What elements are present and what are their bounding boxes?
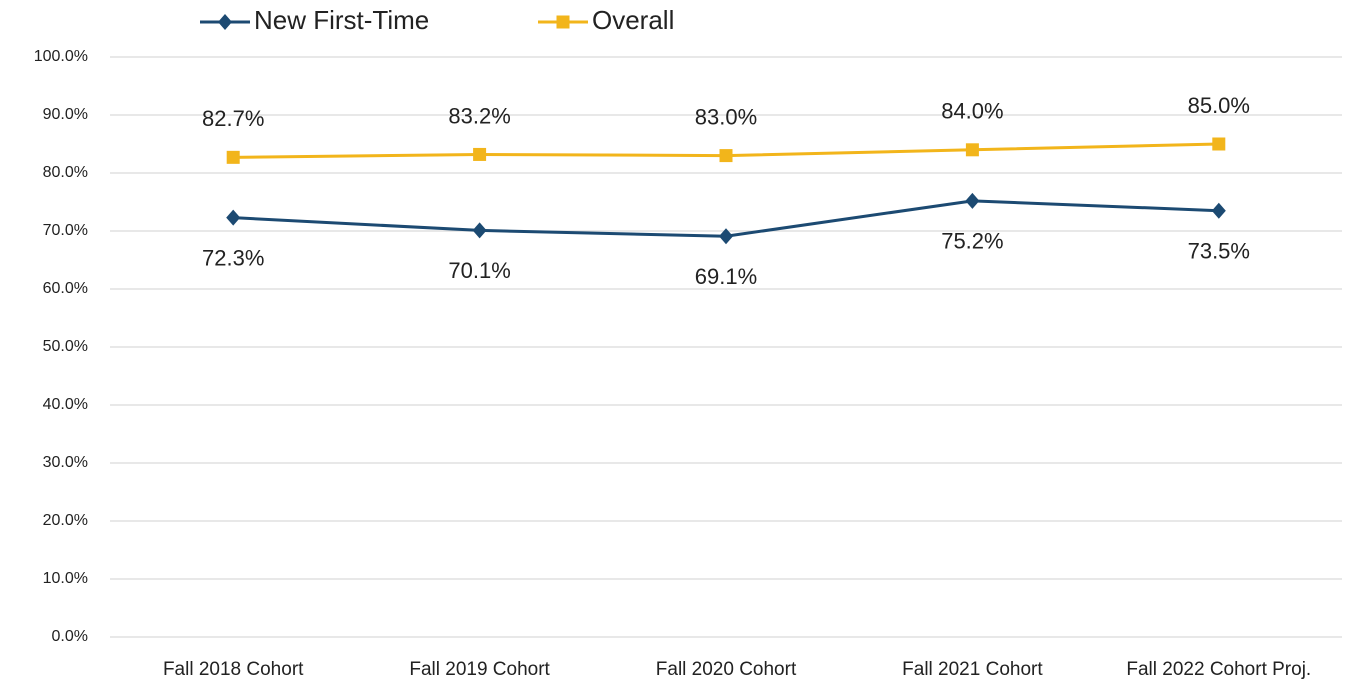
data-label: 84.0%: [941, 99, 1003, 124]
data-label: 83.2%: [448, 103, 510, 128]
data-label: 69.1%: [695, 264, 757, 289]
y-tick-label: 90.0%: [43, 106, 88, 123]
marker: [719, 149, 733, 163]
data-label: 72.3%: [202, 245, 264, 270]
x-tick-label: Fall 2022 Cohort Proj.: [1126, 659, 1311, 680]
y-tick-label: 40.0%: [43, 396, 88, 413]
legend-marker: [218, 14, 232, 30]
marker: [719, 228, 733, 245]
legend-marker: [556, 15, 570, 29]
x-tick-label: Fall 2019 Cohort: [409, 659, 550, 680]
marker: [226, 150, 240, 164]
marker: [965, 192, 980, 209]
y-tick-label: 100.0%: [34, 48, 88, 65]
marker: [965, 143, 979, 157]
y-tick-label: 60.0%: [43, 280, 88, 297]
y-tick-label: 30.0%: [43, 454, 88, 471]
data-label: 70.1%: [448, 258, 510, 283]
y-tick-label: 70.0%: [43, 222, 88, 239]
legend-label: New First-Time: [254, 5, 429, 35]
data-label: 73.5%: [1188, 239, 1250, 264]
y-tick-label: 10.0%: [43, 570, 88, 587]
data-label: 82.7%: [202, 106, 264, 131]
y-tick-label: 0.0%: [52, 628, 88, 645]
marker: [472, 222, 487, 239]
legend-label: Overall: [592, 5, 674, 35]
x-tick-label: Fall 2021 Cohort: [902, 659, 1043, 680]
marker: [1212, 137, 1226, 151]
y-tick-label: 80.0%: [43, 164, 88, 181]
marker: [473, 147, 487, 161]
y-tick-label: 50.0%: [43, 338, 88, 355]
data-label: 85.0%: [1188, 93, 1250, 118]
data-label: 75.2%: [941, 229, 1003, 254]
x-tick-label: Fall 2018 Cohort: [163, 659, 304, 680]
marker: [1211, 202, 1226, 219]
data-label: 83.0%: [695, 104, 757, 129]
marker: [226, 209, 241, 226]
y-tick-label: 20.0%: [43, 512, 88, 529]
x-tick-label: Fall 2020 Cohort: [656, 659, 797, 680]
